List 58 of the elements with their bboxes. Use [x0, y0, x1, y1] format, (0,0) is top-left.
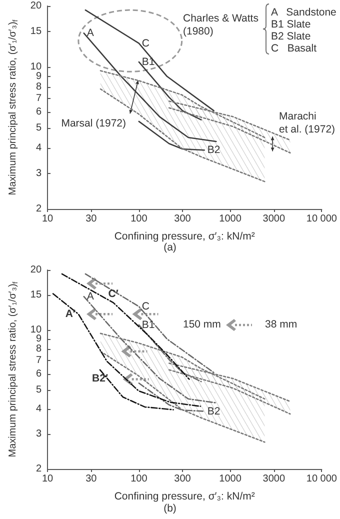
x-tick-label: 30: [86, 474, 98, 484]
y-tick-label: 15: [30, 26, 42, 37]
y-tick-label: 6: [36, 368, 42, 380]
y-tick-label: 3: [36, 428, 42, 440]
y-tick-label: 10: [30, 62, 42, 73]
text: (b): [164, 502, 176, 514]
series-label: C′: [108, 288, 119, 300]
series-label: A′: [65, 308, 76, 320]
y-tick-label: 6: [36, 106, 42, 118]
annotation: 150 mm: [183, 318, 222, 330]
y-tick-label: 4: [36, 142, 42, 154]
x-tick-label: 30: [86, 214, 98, 224]
y-tick-label: 20: [30, 264, 42, 276]
y-tick-label: 10: [30, 324, 42, 336]
x-tick-label: 300: [174, 474, 192, 484]
annotation: 38 mm: [265, 318, 298, 330]
x-axis-title: Confining pressure, σ′₃: kN/m²: [114, 490, 256, 502]
y-tick-label: 2: [36, 204, 42, 214]
annotation: Marachi et al. (1972): [279, 110, 336, 136]
y-tick-label: 9: [36, 70, 42, 82]
series-label: A: [86, 290, 94, 303]
series-label: B2′: [92, 372, 108, 384]
series-label: B2: [207, 405, 220, 418]
series-label: C: [142, 37, 150, 50]
series-label: C: [142, 300, 150, 313]
x-tick-label: 1000: [219, 474, 242, 484]
annotation: B1 Slate: [271, 18, 311, 30]
x-tick-label: 3000: [262, 214, 286, 224]
annotation: B2 Slate: [271, 30, 311, 42]
y-tick-label: 5: [36, 122, 42, 134]
series-label: B1: [142, 56, 155, 68]
x-tick-label: 3000: [262, 474, 286, 484]
series-label: B2: [207, 144, 220, 156]
x-tick-label: 100: [130, 214, 148, 224]
series-label: B1: [142, 318, 155, 331]
annotation: Marsal (1972): [61, 118, 126, 130]
series-label: A: [86, 27, 94, 40]
x-tick-label: 100: [130, 474, 148, 484]
y-tick-label: 2: [36, 464, 42, 474]
x-axis-title: Confining pressure, σ′₃: kN/m²: [114, 230, 256, 242]
y-tick-label: 7: [36, 355, 42, 366]
annotation: Charles & Watts (1980): [183, 12, 258, 38]
x-tick-label: 1000: [219, 214, 242, 224]
x-tick-label: 300: [174, 214, 192, 224]
y-tick-label: 8: [36, 81, 42, 92]
y-tick-label: 5: [36, 384, 42, 396]
y-tick-label: 20: [30, 0, 42, 12]
y-tick-label: 9: [36, 334, 42, 345]
x-tick-label: 10 000: [306, 474, 338, 484]
y-tick-label: 4: [36, 404, 42, 415]
annotation: A Sandstone: [271, 6, 337, 18]
x-tick-label: 10 000: [306, 214, 338, 224]
text: (a): [164, 242, 176, 254]
annotation: C Basalt: [271, 42, 317, 54]
y-tick-label: 8: [36, 344, 42, 355]
y-tick-label: 15: [30, 289, 42, 300]
y-tick-label: 7: [36, 93, 42, 104]
y-tick-label: 3: [36, 168, 42, 179]
